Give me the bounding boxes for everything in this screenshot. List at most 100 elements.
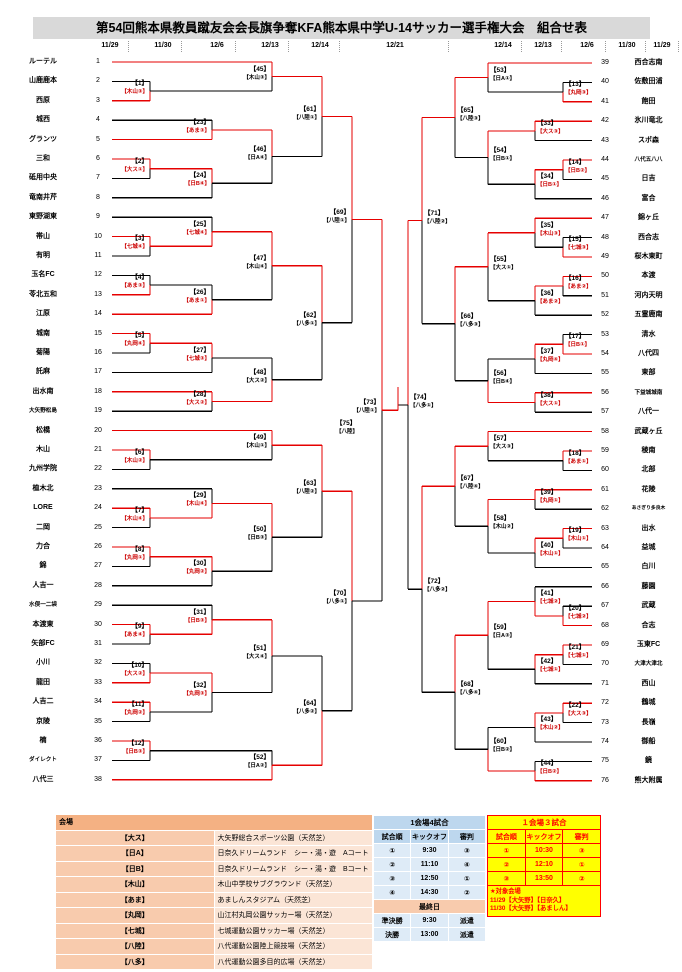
schedule3-note-line: 11/29【大矢野】【日奈久】 (490, 896, 566, 904)
match-number: 【62】 (299, 311, 320, 319)
match-label: 【16】 【あま②】 (565, 275, 625, 291)
match-number: 【39】 (537, 488, 558, 496)
team-number: 36 (94, 737, 102, 744)
team-name: 玉名FC (31, 271, 55, 279)
team-number: 63 (601, 524, 609, 532)
match-number: 【10】 (127, 662, 148, 670)
schedule3-col-header: キックオフ (524, 829, 564, 844)
team-number: 51 (601, 291, 609, 299)
match-number: 【40】 (537, 541, 558, 549)
team-number: 24 (94, 504, 102, 512)
match-number: 【65】 (457, 106, 478, 114)
team-name: 北部 (641, 466, 656, 474)
match-venue: 【七城①】 (537, 667, 564, 674)
team-name: 合志 (641, 621, 656, 629)
team-number: 26 (94, 543, 102, 550)
match-number: 【72】 (424, 578, 445, 586)
schedule4-cell: 11:10 (410, 857, 449, 872)
match-number: 【33】 (537, 119, 558, 127)
match-label: 【38】 【大ス①】 (537, 392, 597, 408)
match-label: 【68】 【八多④】 (457, 681, 517, 697)
schedule4-cell: ② (372, 857, 412, 872)
match-venue: 【七城③】 (565, 245, 592, 252)
team-name: 玉東FC (636, 641, 661, 648)
team-name: 城西 (36, 116, 50, 124)
team-number: 58 (601, 427, 609, 435)
date-label: 12/13 (261, 42, 279, 49)
team-number: 13 (94, 290, 102, 298)
team-number: 32 (94, 659, 102, 667)
match-venue: 【丸岡④】 (121, 341, 148, 348)
match-label: 【60】 【日B②】 (490, 738, 550, 754)
schedule4-cell: 12:50 (410, 871, 449, 886)
schedule4-cell: ③ (447, 843, 487, 858)
match-venue: 【日A①】 (490, 75, 516, 82)
team-name: 大津大津北 (634, 661, 663, 668)
team-number: 50 (601, 272, 609, 280)
match-label: 【19】 【木山①】 (565, 527, 625, 543)
match-venue: 【八多①】 (293, 320, 320, 327)
match-number: 【17】 (565, 333, 586, 341)
team-name: 西山 (641, 679, 656, 687)
match-label: 【71】 【八陸②】 (424, 210, 484, 226)
match-venue: 【あま①】 (565, 458, 592, 465)
team-number: 28 (94, 581, 102, 589)
team-name: 本渡 (641, 272, 656, 280)
match-label: 【74】 【八多①】 (410, 394, 470, 410)
match-number: 【52】 (249, 754, 270, 762)
match-number: 【58】 (490, 515, 511, 523)
team-name: 白川 (641, 563, 656, 571)
match-number: 【61】 (299, 105, 320, 113)
match-venue: 【日B②】 (490, 747, 516, 754)
match-venue: 【八多②】 (293, 708, 320, 715)
team-number: 18 (94, 387, 102, 395)
team-name: 帯山 (36, 232, 50, 240)
team-number: 25 (94, 523, 102, 531)
match-label: 【27】 【七城③】 (150, 347, 210, 363)
venue-table-header: 会場 (55, 814, 373, 831)
team-number: 47 (601, 214, 609, 222)
match-venue: 【木山②】 (490, 524, 517, 531)
match-number: 【22】 (565, 701, 586, 709)
match-venue: 【日B①】 (490, 155, 516, 162)
match-number: 【11】 (128, 700, 148, 708)
match-label: 【10】 【大ス②】 (88, 662, 148, 678)
match-venue: 【木山②】 (121, 457, 148, 464)
match-label: 【8】 【丸岡①】 (88, 546, 148, 562)
team-number: 22 (94, 465, 102, 473)
match-number: 【6】 (131, 448, 148, 456)
team-number: 23 (94, 484, 102, 492)
match-venue: 【七城②】 (565, 613, 592, 620)
match-label: 【2】 【大ス①】 (88, 158, 148, 174)
team-number: 2 (96, 77, 100, 85)
match-venue: 【木山④】 (243, 263, 270, 270)
team-number: 41 (601, 97, 609, 105)
team-number: 42 (601, 117, 609, 125)
team-number: 19 (94, 407, 102, 415)
venue-code: 【日A】 (55, 845, 215, 862)
match-venue: 【八陸③】 (457, 115, 484, 122)
team-name: 河内天明 (634, 291, 663, 299)
team-name: ダイレクト (29, 757, 57, 764)
match-venue: 【木山①】 (243, 443, 270, 450)
team-name: 出水 (641, 524, 656, 532)
team-name: 出水南 (32, 387, 54, 395)
team-number: 5 (96, 135, 100, 143)
team-name: 八代四 (638, 350, 659, 357)
match-number: 【60】 (490, 738, 511, 746)
team-number: 17 (94, 368, 102, 376)
match-number: 【28】 (189, 390, 210, 398)
team-name: 砥用中央 (29, 174, 57, 182)
schedule3-col-header: 試合順 (487, 829, 526, 844)
match-venue: 【あま③】 (121, 283, 148, 290)
schedule4-title: 1会場4試合 (373, 815, 486, 830)
match-venue: 【八多②】 (424, 587, 451, 594)
schedule4-final-cell: 13:00 (410, 927, 449, 942)
match-venue: 【丸岡③】 (565, 90, 592, 97)
match-number: 【19】 (565, 527, 586, 535)
team-number: 30 (94, 620, 102, 628)
match-label: 【53】 【日A①】 (490, 67, 550, 83)
date-separator (128, 41, 129, 52)
match-number: 【46】 (249, 145, 270, 153)
date-separator (235, 41, 236, 52)
